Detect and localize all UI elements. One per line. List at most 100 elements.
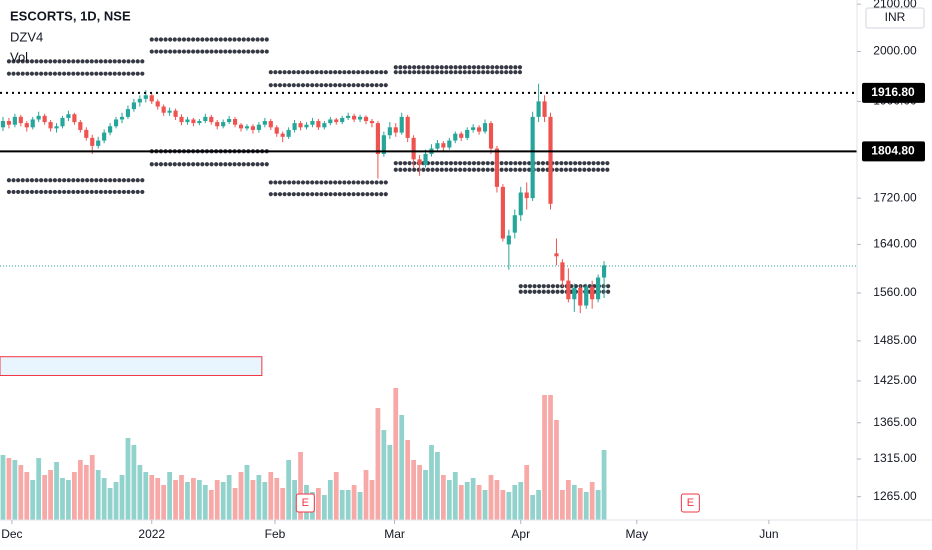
- volume-bar: [191, 478, 196, 520]
- candle-body: [399, 116, 404, 133]
- candle-body: [459, 133, 464, 138]
- candle-body: [30, 119, 35, 128]
- volume-bar: [583, 492, 589, 520]
- volume-bar: [36, 458, 42, 520]
- volume-bar: [440, 475, 446, 520]
- candle-body: [310, 121, 315, 125]
- candle-body: [590, 286, 595, 300]
- volume-bar: [42, 475, 48, 520]
- volume-bar: [113, 482, 119, 520]
- candle-body: [84, 129, 89, 138]
- candle-body: [203, 116, 208, 122]
- volume-bar: [470, 478, 476, 520]
- candle-body: [411, 137, 416, 160]
- candle-body: [18, 116, 23, 124]
- volume-bar: [6, 458, 12, 520]
- candle-body: [357, 116, 363, 120]
- volume-bar: [268, 472, 274, 520]
- candle-body: [441, 143, 446, 148]
- volume-bar: [369, 480, 375, 520]
- volume-bar: [327, 480, 333, 520]
- currency-box[interactable]: [865, 7, 925, 29]
- volume-bar: [274, 478, 280, 520]
- volume-bar: [185, 482, 190, 520]
- volume-bar: [345, 490, 351, 520]
- volume-bar: [256, 475, 262, 520]
- volume-bar: [333, 472, 339, 520]
- candle-body: [6, 121, 12, 125]
- candle-body: [453, 133, 458, 141]
- volume-bar: [77, 460, 83, 520]
- candle-body: [197, 121, 202, 124]
- volume-bar: [83, 465, 89, 520]
- volume-bar: [536, 490, 541, 520]
- candle-body: [292, 123, 297, 130]
- candle-body: [298, 123, 303, 128]
- x-tick-label: Apr: [511, 527, 530, 541]
- volume-bar: [107, 488, 113, 520]
- volume-bar: [482, 490, 488, 520]
- candle-body: [167, 110, 172, 113]
- candle-body: [352, 115, 357, 120]
- y-tick-label: 1315.00: [873, 451, 917, 465]
- candle-body: [268, 121, 273, 128]
- earnings-marker: [295, 493, 315, 513]
- candle-body: [566, 280, 571, 300]
- volume-bar: [494, 480, 500, 520]
- candle-body: [512, 215, 517, 233]
- volume-bar: [280, 488, 286, 520]
- y-tick-label: 1720.00: [873, 190, 917, 204]
- volume-bar: [292, 480, 297, 520]
- volume-bar: [506, 492, 512, 520]
- volume-bar: [351, 485, 357, 520]
- candle-body: [435, 143, 440, 149]
- candle-body: [42, 115, 47, 123]
- candle-body: [131, 102, 136, 110]
- volume-bar: [262, 482, 268, 520]
- earnings-label: E: [687, 497, 694, 509]
- candle-body: [494, 148, 500, 187]
- y-tick-label: 1425.00: [873, 373, 917, 387]
- currency: INR: [885, 10, 906, 24]
- x-tick-label: May: [625, 527, 648, 541]
- candle-body: [387, 127, 392, 136]
- volume-bar: [18, 465, 24, 520]
- candle-body: [60, 117, 65, 127]
- volume-bar: [560, 490, 565, 520]
- volume-bar: [66, 480, 71, 520]
- volume-bar: [411, 460, 417, 520]
- candle-body: [363, 116, 369, 122]
- volume-bar: [339, 490, 345, 520]
- volume-bar: [244, 465, 250, 520]
- volume-bar: [0, 455, 6, 520]
- indicator-label: Vol: [10, 49, 28, 64]
- candle-body: [232, 118, 238, 125]
- volume-bar: [321, 495, 327, 520]
- x-tick-label: Mar: [384, 527, 405, 541]
- volume-bar: [542, 395, 547, 520]
- candle-body: [548, 116, 553, 204]
- rectangle-drawing: [0, 356, 263, 377]
- candle-body: [334, 119, 339, 123]
- volume-bar: [72, 472, 77, 520]
- y-tick-label: 2000.00: [873, 44, 917, 58]
- candle-body: [601, 265, 607, 278]
- candle-body: [24, 123, 29, 128]
- volume-bar: [95, 470, 101, 520]
- candle-body: [328, 119, 333, 124]
- volume-bar: [577, 488, 583, 520]
- volume-bar: [429, 445, 434, 520]
- candle-body: [143, 95, 148, 99]
- volume-bar: [476, 485, 482, 520]
- volume-bar: [48, 470, 53, 520]
- x-tick-label: Feb: [265, 527, 286, 541]
- y-tick-label: 1485.00: [873, 333, 917, 347]
- volume-bar: [565, 480, 571, 520]
- volume-bar: [375, 408, 381, 520]
- volume-bar: [393, 388, 399, 520]
- volume-bar: [119, 475, 125, 520]
- volume-bar: [232, 488, 238, 520]
- candle-body: [375, 123, 380, 154]
